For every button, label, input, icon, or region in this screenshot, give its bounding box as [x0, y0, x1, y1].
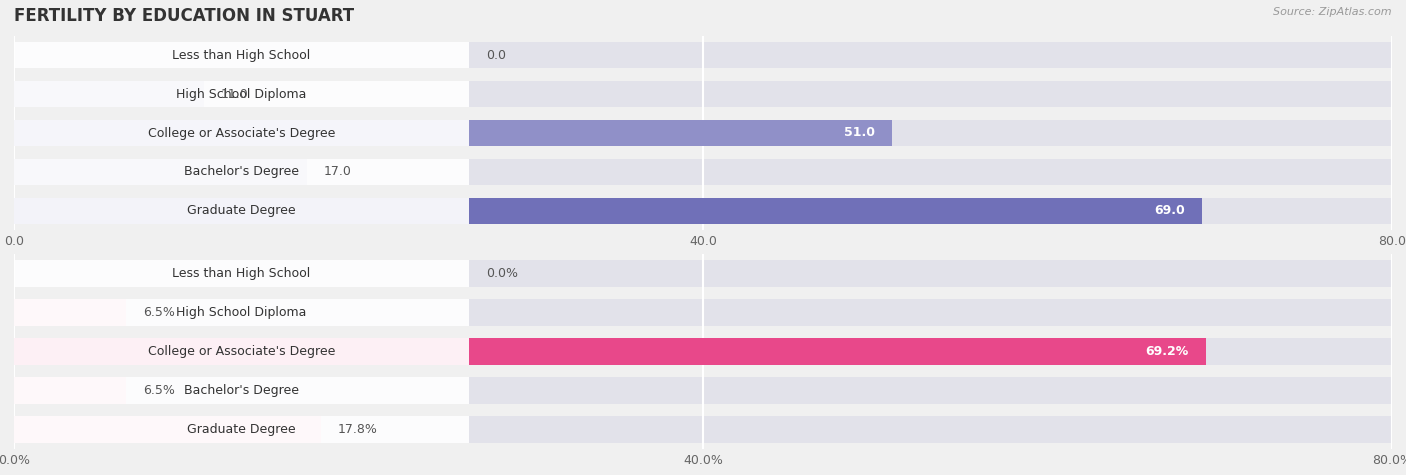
Bar [14, 198, 468, 224]
Bar [14, 198, 1392, 224]
Text: 0.0: 0.0 [486, 48, 506, 62]
Text: 69.2%: 69.2% [1146, 345, 1188, 358]
Bar [14, 81, 468, 107]
Text: FERTILITY BY EDUCATION IN STUART: FERTILITY BY EDUCATION IN STUART [14, 7, 354, 25]
Text: 6.5%: 6.5% [143, 306, 176, 319]
Text: High School Diploma: High School Diploma [176, 87, 307, 101]
Bar [14, 42, 468, 68]
Bar [14, 81, 204, 107]
Text: 51.0: 51.0 [844, 126, 875, 140]
Bar [14, 338, 468, 365]
Text: 17.0: 17.0 [325, 165, 352, 179]
Text: High School Diploma: High School Diploma [176, 306, 307, 319]
Text: College or Associate's Degree: College or Associate's Degree [148, 126, 335, 140]
Bar [14, 159, 307, 185]
Bar [14, 299, 1392, 326]
Text: Bachelor's Degree: Bachelor's Degree [184, 165, 299, 179]
Text: 0.0%: 0.0% [486, 267, 517, 280]
Bar [14, 260, 1392, 287]
Bar [14, 377, 127, 404]
Bar [14, 42, 1392, 68]
Bar [14, 120, 468, 146]
Bar [14, 260, 468, 287]
Text: 69.0: 69.0 [1154, 204, 1185, 218]
Text: Graduate Degree: Graduate Degree [187, 423, 295, 436]
Text: Graduate Degree: Graduate Degree [187, 204, 295, 218]
Bar [14, 338, 1392, 365]
Text: Source: ZipAtlas.com: Source: ZipAtlas.com [1274, 7, 1392, 17]
Bar [14, 159, 468, 185]
Bar [14, 338, 1206, 365]
Bar [14, 416, 468, 443]
Text: Less than High School: Less than High School [173, 48, 311, 62]
Bar [14, 416, 1392, 443]
Bar [14, 377, 1392, 404]
Bar [14, 81, 1392, 107]
Text: Less than High School: Less than High School [173, 267, 311, 280]
Text: 11.0: 11.0 [221, 87, 249, 101]
Bar [14, 120, 893, 146]
Text: College or Associate's Degree: College or Associate's Degree [148, 345, 335, 358]
Text: 17.8%: 17.8% [337, 423, 378, 436]
Text: Bachelor's Degree: Bachelor's Degree [184, 384, 299, 397]
Bar [14, 416, 321, 443]
Bar [14, 159, 1392, 185]
Bar [14, 198, 1202, 224]
Bar [14, 299, 127, 326]
Bar [14, 299, 468, 326]
Bar [14, 377, 468, 404]
Text: 6.5%: 6.5% [143, 384, 176, 397]
Bar [14, 120, 1392, 146]
